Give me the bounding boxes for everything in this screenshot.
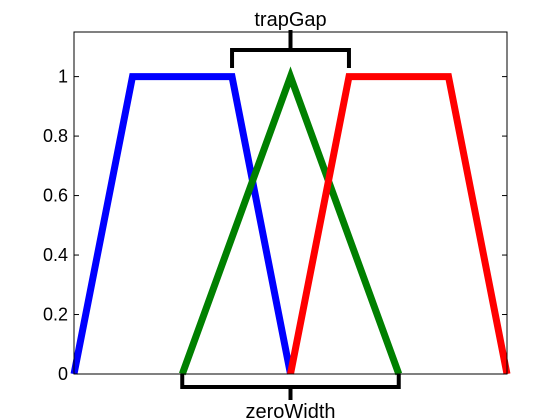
trapgap-label: trapGap: [254, 9, 326, 31]
series-layer: [70, 66, 511, 376]
zerowidth-bracket: [180, 374, 401, 400]
annotations: trapGap zeroWidth: [180, 9, 401, 420]
y-tick-label: 0.8: [43, 126, 68, 146]
y-tick-label: 0.6: [43, 186, 68, 206]
series-line-2: [179, 66, 403, 376]
y-tick-label: 0.4: [43, 245, 68, 265]
y-axis: 0 0.2 0.4 0.6 0.8 1: [43, 67, 507, 384]
y-tick-label: 1: [58, 67, 68, 87]
series-line-3: [287, 73, 511, 375]
zerowidth-label: zeroWidth: [245, 401, 335, 420]
trapgap-bracket: [230, 30, 351, 68]
series-line-1: [70, 73, 294, 375]
y-tick-label: 0.2: [43, 305, 68, 325]
y-tick-label: 0: [58, 364, 68, 384]
